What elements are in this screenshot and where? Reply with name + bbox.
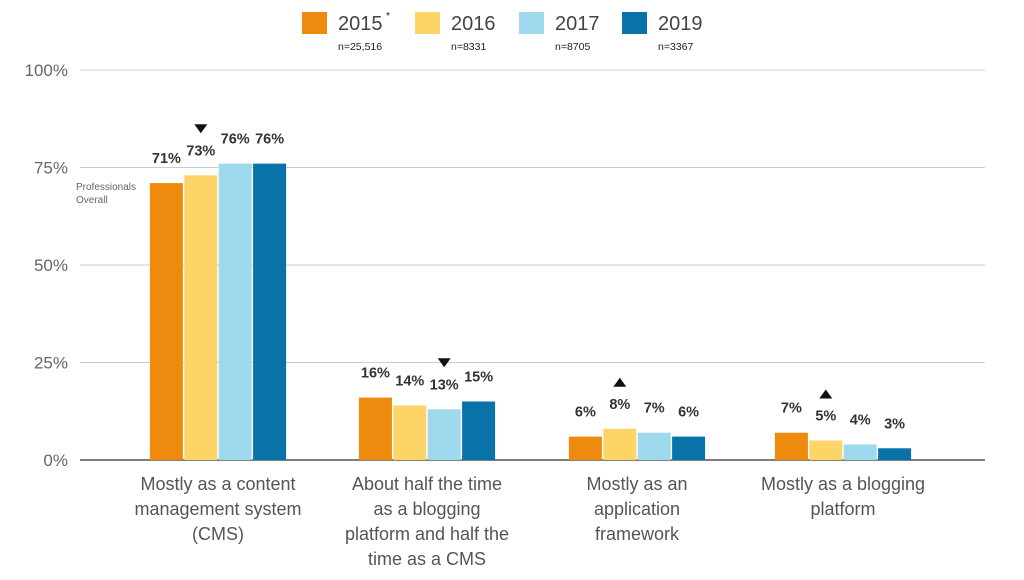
legend-label: 2015 <box>338 13 383 35</box>
value-label: 5% <box>815 409 836 425</box>
bar-2017-cat2 <box>427 409 461 460</box>
y-tick-label: 100% <box>25 61 68 80</box>
value-label: 15% <box>464 370 493 386</box>
legend-swatch-2019 <box>622 12 647 34</box>
legend-swatch-2017 <box>519 12 544 34</box>
value-label: 6% <box>678 405 699 421</box>
y-tick-label: 25% <box>34 354 68 373</box>
x-category-label: About half the time <box>352 474 502 494</box>
legend-label: 2016 <box>451 13 496 35</box>
value-label: 76% <box>221 132 250 148</box>
x-category-label: platform <box>810 499 875 519</box>
bar-2015-cat2 <box>358 397 392 460</box>
decrease-marker-icon <box>437 358 451 368</box>
x-category-label: management system <box>134 499 301 519</box>
bar-2017-cat4 <box>843 444 877 460</box>
legend-swatch-2016 <box>415 12 440 34</box>
legend-label: 2019 <box>658 13 703 35</box>
y-tick-label: 50% <box>34 256 68 275</box>
bar-2017-cat3 <box>637 432 671 460</box>
legend-n-label: n=3367 <box>658 41 693 53</box>
value-label: 71% <box>152 151 181 167</box>
legend-label: 2017 <box>555 13 600 35</box>
value-label: 6% <box>575 405 596 421</box>
legend-n-label: n=25,516 <box>338 41 382 53</box>
bar-2015-cat3 <box>568 436 602 460</box>
annotation-label: Overall <box>76 195 108 206</box>
legend-marker: * <box>386 10 390 22</box>
bar-2017-cat1 <box>218 163 252 460</box>
x-category-label: platform and half the <box>345 524 509 544</box>
value-label: 14% <box>395 373 424 389</box>
bar-2019-cat4 <box>878 448 912 460</box>
bar-2019-cat2 <box>462 401 496 460</box>
increase-marker-icon <box>613 377 627 387</box>
bar-2016-cat2 <box>393 405 427 460</box>
bar-2019-cat3 <box>672 436 706 460</box>
annotation-label: Professionals <box>76 182 136 193</box>
bar-2016-cat3 <box>603 428 637 460</box>
value-label: 7% <box>644 401 665 417</box>
y-tick-label: 75% <box>34 159 68 178</box>
value-label: 7% <box>781 401 802 417</box>
x-category-label: application <box>594 499 680 519</box>
legend-n-label: n=8705 <box>555 41 590 53</box>
value-label: 8% <box>609 397 630 413</box>
value-label: 76% <box>255 132 284 148</box>
bar-2019-cat1 <box>253 163 287 460</box>
bar-2015-cat1 <box>149 183 183 460</box>
increase-marker-icon <box>819 389 833 399</box>
bar-2016-cat4 <box>809 440 843 460</box>
bar-2015-cat4 <box>774 432 808 460</box>
x-category-label: Mostly as a blogging <box>761 474 925 494</box>
value-label: 13% <box>430 377 459 393</box>
legend-n-label: n=8331 <box>451 41 486 53</box>
x-category-label: as a blogging <box>373 499 480 519</box>
x-category-label: Mostly as an <box>586 474 687 494</box>
bar-2016-cat1 <box>184 175 218 461</box>
legend-swatch-2015 <box>302 12 327 34</box>
value-label: 4% <box>850 412 871 428</box>
y-tick-label: 0% <box>43 451 68 470</box>
value-label: 73% <box>186 143 215 159</box>
x-category-label: framework <box>595 524 680 544</box>
x-category-label: time as a CMS <box>368 549 486 569</box>
x-category-label: Mostly as a content <box>140 474 295 494</box>
value-label: 3% <box>884 416 905 432</box>
value-label: 16% <box>361 366 390 382</box>
x-category-label: (CMS) <box>192 524 244 544</box>
decrease-marker-icon <box>194 124 208 134</box>
